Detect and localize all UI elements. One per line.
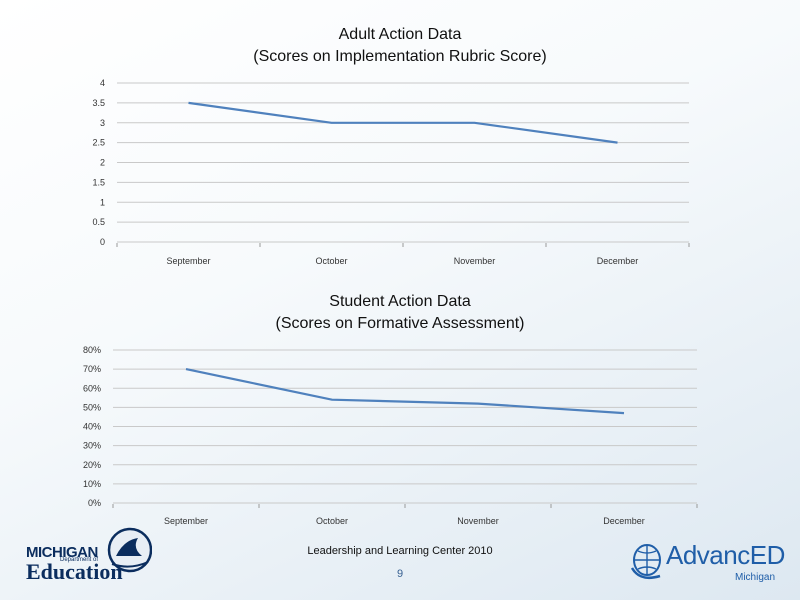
chart2-ytick-label: 20%	[83, 460, 101, 470]
michigan-wordmark: MICHIGAN	[26, 544, 98, 561]
michigan-seal-icon	[107, 527, 152, 573]
advanced-region: Michigan	[735, 572, 776, 583]
chart1-ytick-label: 1	[100, 197, 105, 207]
chart2-series-line	[185, 368, 625, 415]
department-label: Department of	[60, 557, 99, 563]
chart1-category-label: December	[597, 256, 639, 266]
chart1-ytick-label: 2	[100, 158, 105, 168]
chart1-category-label: September	[166, 256, 210, 266]
chart2-category-label: September	[164, 516, 208, 526]
advanced-logo: AdvancED Michigan	[630, 536, 790, 592]
advanced-wordmark: AdvancED	[666, 540, 785, 570]
chart1-series-line	[188, 101, 618, 144]
chart2-ytick-label: 30%	[83, 441, 101, 451]
chart1-ytick-label: 0.5	[92, 217, 105, 227]
chart1-title-block: Adult Action Data (Scores on Implementat…	[0, 24, 800, 68]
chart1-ytick-label: 0	[100, 237, 105, 247]
chart2-category-label: December	[603, 516, 645, 526]
chart2-category-label: November	[457, 516, 499, 526]
chart2-ytick-label: 60%	[83, 383, 101, 393]
chart1-category-label: November	[454, 256, 496, 266]
education-wordmark: Education	[26, 559, 123, 584]
chart1-ytick-label: 3.5	[92, 98, 105, 108]
page-number: 9	[396, 568, 404, 580]
chart2-subtitle: (Scores on Formative Assessment)	[275, 315, 525, 332]
chart2-title-block: Student Action Data (Scores on Formative…	[0, 291, 800, 335]
chart2-category-label: October	[316, 516, 348, 526]
globe-icon	[630, 544, 661, 579]
chart2-ytick-label: 70%	[83, 364, 101, 374]
chart2-ytick-label: 80%	[83, 345, 101, 355]
michigan-education-logo: MICHIGAN Department of Education	[26, 526, 152, 584]
chart1-category-label: October	[315, 256, 347, 266]
chart1-ytick-label: 4	[100, 78, 105, 88]
chart1-title: Adult Action Data	[338, 26, 462, 43]
chart1-subtitle: (Scores on Implementation Rubric Score)	[253, 48, 547, 65]
chart1-ytick-label: 1.5	[92, 177, 105, 187]
chart2-ytick-label: 10%	[83, 479, 101, 489]
chart1-ytick-label: 2.5	[92, 138, 105, 148]
chart2-ytick-label: 0%	[88, 498, 101, 508]
chart2-ytick-label: 40%	[83, 422, 101, 432]
chart1-ytick-label: 3	[100, 118, 105, 128]
footer-text: Leadership and Learning Center 2010	[307, 545, 493, 557]
chart2-ytick-label: 50%	[83, 402, 101, 412]
chart2-title: Student Action Data	[329, 293, 471, 310]
